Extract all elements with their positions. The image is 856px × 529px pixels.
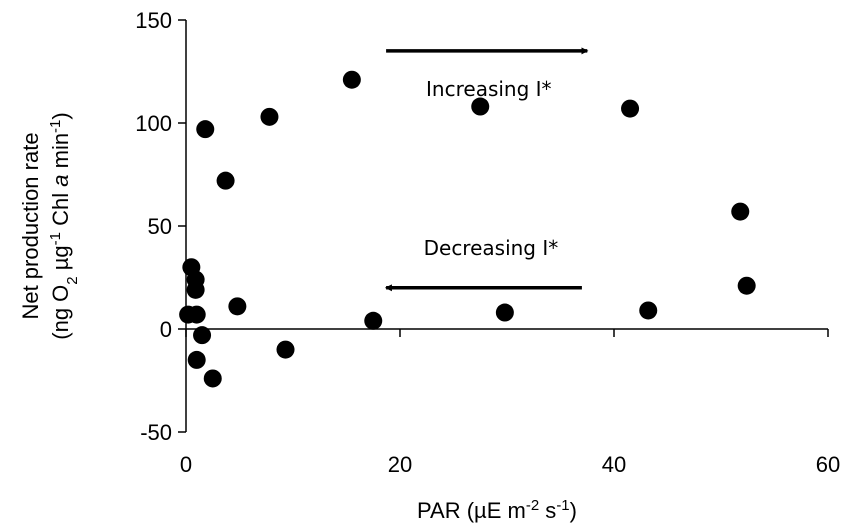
data-point [187, 305, 206, 324]
x-axis-title: PAR (µE m-2 s-1) [417, 497, 577, 524]
data-point [342, 70, 361, 89]
annotation-label: Increasing I* [426, 77, 552, 101]
data-point [639, 301, 658, 320]
data-point [471, 97, 490, 116]
x-tick-label: 20 [388, 452, 412, 477]
data-points [179, 70, 756, 388]
data-point [216, 171, 235, 190]
data-point [187, 350, 206, 369]
data-point [260, 107, 279, 126]
data-point [203, 369, 222, 388]
data-point [186, 280, 205, 299]
data-point [364, 311, 383, 330]
data-point [731, 202, 750, 221]
y-tick-label: 50 [148, 214, 172, 239]
y-tick-label: 100 [135, 111, 172, 136]
axes [178, 19, 829, 433]
annotation-label: Decreasing I* [424, 236, 559, 260]
data-point [621, 99, 640, 118]
y-axis-title-line1: Net production rate [18, 132, 43, 319]
y-tick-label: -50 [140, 420, 172, 445]
axis-titles: PAR (µE m-2 s-1) Net production rate (ng O… [18, 112, 577, 523]
data-point [495, 303, 514, 322]
data-point [228, 297, 247, 316]
y-tick-label: 150 [135, 8, 172, 33]
y-tick-label: 0 [160, 317, 172, 342]
data-point [196, 120, 215, 139]
x-tick-label: 0 [180, 452, 192, 477]
annotations: Increasing I* Decreasing I* [384, 47, 589, 292]
x-tick-label: 60 [816, 452, 840, 477]
data-point [276, 340, 295, 359]
y-axis-title-line2: (ng O2 µg-1 Chl a min-1) [47, 112, 81, 339]
data-point [737, 276, 756, 295]
x-tick-label: 40 [602, 452, 626, 477]
tick-labels: -50 0 50 100 150 0 20 40 60 [135, 8, 840, 477]
data-point [193, 326, 212, 345]
